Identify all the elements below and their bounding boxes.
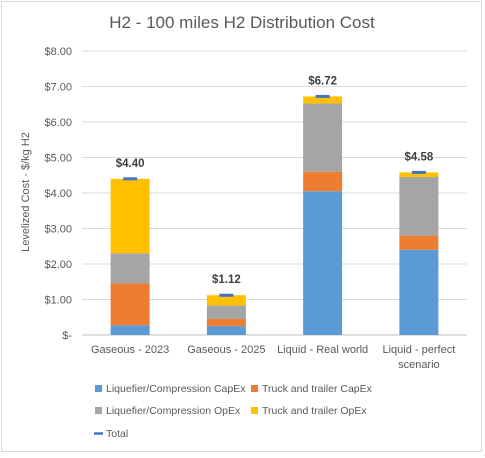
legend-label: Liquefier/Compression OpEx: [106, 405, 241, 417]
legend-label: Truck and trailer OpEx: [262, 405, 367, 417]
legend-swatch: [95, 385, 102, 392]
legend-swatch: [251, 385, 258, 392]
y-tick-label: $6.00: [44, 117, 72, 129]
y-tick-labels: $- $1.00 $2.00 $3.00 $4.00 $5.00 $6.00 $7.00 $8.…: [44, 46, 72, 342]
total-data-label: $1.12: [212, 274, 241, 286]
legend-label: Total: [106, 428, 128, 440]
bar-segment: [399, 172, 439, 178]
x-tick-label: Liquid - perfect: [382, 344, 455, 356]
x-tick-label: Gaseous - 2025: [187, 344, 265, 356]
bar-segment: [206, 295, 246, 306]
y-tick-label: $3.00: [44, 224, 72, 236]
x-tick-label: Liquid - Real world: [277, 344, 368, 356]
y-tick-label: $8.00: [44, 46, 72, 58]
y-tick-label: $5.00: [44, 153, 72, 165]
bars: [110, 96, 439, 335]
bar-segment: [206, 305, 246, 320]
x-tick-label: scenario: [398, 359, 440, 371]
x-tick-label: Gaseous - 2023: [91, 344, 169, 356]
y-tick-label: $1.00: [44, 295, 72, 307]
x-tick-labels: Gaseous - 2023 Gaseous - 2025 Liquid - Rea…: [91, 344, 455, 371]
bar-segment: [303, 171, 343, 192]
bar-segment: [110, 283, 150, 326]
bar-segment: [206, 326, 246, 335]
total-data-label: $4.58: [404, 151, 433, 163]
legend-swatch: [251, 407, 258, 414]
legend: Liquefier/Compression CapEx Truck and tra…: [94, 383, 373, 440]
y-tick-label: $7.00: [44, 82, 72, 94]
bar-segment: [110, 178, 150, 254]
y-axis-label: Levelized Cost - $/kg H2: [20, 132, 32, 252]
legend-swatch: [95, 407, 102, 414]
y-tick-label: $4.00: [44, 188, 72, 200]
bar-segment: [303, 96, 343, 104]
total-data-label: $6.72: [308, 75, 337, 87]
bar-segment: [303, 103, 343, 172]
bar-segment: [399, 235, 439, 250]
y-tick-label: $2.00: [44, 259, 72, 271]
chart-title: H2 - 100 miles H2 Distribution Cost: [109, 13, 375, 32]
bar-segment: [399, 249, 439, 335]
bar-segment: [110, 253, 150, 284]
bar-segment: [110, 325, 150, 335]
bar-segment: [303, 191, 343, 335]
y-tick-label: $-: [62, 330, 72, 342]
legend-label: Truck and trailer CapEx: [262, 383, 373, 395]
legend-label: Liquefier/Compression CapEx: [106, 383, 246, 395]
bar-segment: [206, 319, 246, 327]
stacked-bar-chart: H2 - 100 miles H2 Distribution Cost Leve…: [20, 13, 467, 440]
total-markers: $4.40 $1.12 $6.72 $4.58: [116, 75, 434, 297]
bar-segment: [399, 177, 439, 236]
chart-frame: H2 - 100 miles H2 Distribution Cost Leve…: [1, 1, 482, 452]
total-data-label: $4.40: [116, 158, 145, 170]
